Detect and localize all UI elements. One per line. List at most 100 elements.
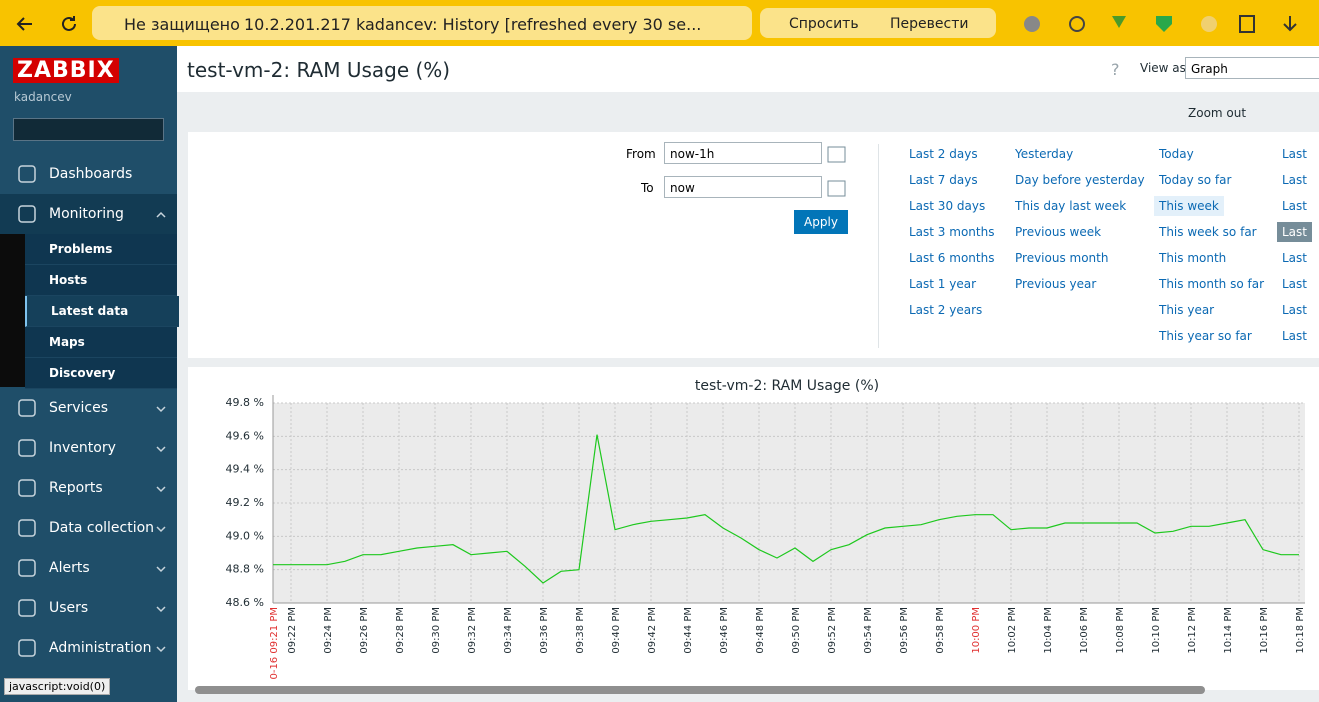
graph-panel: test-vm-2: RAM Usage (%) 48.6 % 48.8 % 49.… <box>188 367 1319 690</box>
time-range[interactable]: This month so far <box>1159 277 1265 291</box>
time-range[interactable]: This week so far <box>1159 225 1257 239</box>
x-tick-label: 10:08 PM <box>1115 607 1126 654</box>
x-tick-label: 09:52 PM <box>827 607 838 654</box>
y-tick-label: 49.6 % <box>226 429 264 442</box>
time-range[interactable]: Last 7 days <box>909 173 978 187</box>
time-range[interactable]: Previous month <box>1015 251 1109 265</box>
time-range[interactable]: Today so far <box>1159 173 1232 187</box>
chevron-shape <box>156 211 166 218</box>
from-input[interactable]: now-1h <box>664 142 822 164</box>
menu-label: Monitoring <box>49 206 124 222</box>
chevron-shape <box>156 406 166 413</box>
time-range[interactable]: This year so far <box>1159 329 1252 343</box>
chevron <box>156 646 166 653</box>
menu-label: Data collection <box>49 520 155 536</box>
time-range[interactable]: Last <box>1282 251 1307 265</box>
x-tick-label: 10:10 PM <box>1151 607 1162 654</box>
menu-label: Reports <box>49 480 103 496</box>
time-range[interactable]: Last 3 months <box>909 225 995 239</box>
submenu-item[interactable]: Problems <box>25 234 177 265</box>
address-bar[interactable] <box>92 6 752 40</box>
time-range[interactable]: Last <box>1282 147 1307 161</box>
y-tick-label: 49.2 % <box>226 496 264 509</box>
chart: test-vm-2: RAM Usage (%) 48.6 % 48.8 % 49.… <box>226 378 1305 680</box>
zoom-out[interactable]: Zoom out <box>1188 106 1247 120</box>
x-tick-label: 09:50 PM <box>791 607 802 654</box>
view-select[interactable]: Graph <box>1185 57 1319 79</box>
time-range[interactable]: Last 2 years <box>909 303 983 317</box>
menu-icon <box>18 599 36 617</box>
menu-item[interactable]: Reports <box>0 468 177 508</box>
time-range[interactable]: This day last week <box>1015 199 1127 213</box>
time-range[interactable]: Today <box>1159 147 1194 161</box>
menu-icon <box>18 479 36 497</box>
x-tick-label: 09:24 PM <box>323 607 334 654</box>
menu-item[interactable]: Services <box>0 388 177 428</box>
time-range[interactable]: Last 2 days <box>909 147 978 161</box>
menu-item[interactable]: Data collection <box>0 508 177 548</box>
menu-item[interactable]: Alerts <box>0 548 177 588</box>
time-range[interactable]: Previous week <box>1015 225 1102 239</box>
icon-shape <box>18 599 36 617</box>
time-range[interactable]: Last <box>1282 277 1307 291</box>
apply-button[interactable]: Apply <box>794 210 848 234</box>
translate-button[interactable]: Перевести <box>890 16 969 32</box>
chart-title: test-vm-2: RAM Usage (%) <box>695 378 879 394</box>
icon-shape <box>18 399 36 417</box>
time-range[interactable]: Yesterday <box>1015 147 1074 161</box>
submenu-item[interactable]: Discovery <box>25 358 177 389</box>
menu-item[interactable]: Dashboards <box>0 154 177 194</box>
icon-shape <box>18 519 36 537</box>
x-tick-label: 09:30 PM <box>431 607 442 654</box>
time-range[interactable]: Last <box>1282 173 1307 187</box>
chevron-shape <box>156 646 166 653</box>
to-input[interactable]: now <box>664 176 822 198</box>
calendar-icons[interactable] <box>827 144 847 200</box>
submenu-item[interactable]: Hosts <box>25 265 177 296</box>
menu-item[interactable]: Monitoring <box>0 194 177 234</box>
scrollbar[interactable] <box>195 686 1205 694</box>
header: test-vm-2: RAM Usage (%) ? View as Graph <box>177 46 1319 92</box>
reload-icon[interactable] <box>58 13 80 35</box>
menu-icon <box>18 439 36 457</box>
submenu-item[interactable]: Maps <box>25 327 177 358</box>
chevron <box>156 486 166 493</box>
divider <box>878 144 879 348</box>
x-tick-label: 09:46 PM <box>719 607 730 654</box>
menu-label: Alerts <box>49 560 90 576</box>
time-range[interactable]: This week <box>1154 196 1224 216</box>
y-tick-label: 49.4 % <box>226 463 264 476</box>
time-range[interactable]: Previous year <box>1015 277 1097 291</box>
time-range[interactable]: Last <box>1282 199 1307 213</box>
submenu-strip <box>0 234 25 387</box>
icon-shape <box>18 479 36 497</box>
help[interactable]: ? <box>1111 60 1120 79</box>
menu-icon <box>18 399 36 417</box>
submenu-item[interactable]: Latest data <box>25 296 179 327</box>
menu-label: Administration <box>49 640 152 656</box>
icon-shape <box>18 559 36 577</box>
menu-item[interactable]: Administration <box>0 628 177 668</box>
time-range[interactable]: Last 6 months <box>909 251 995 265</box>
time-range[interactable]: Last <box>1282 329 1307 343</box>
logo[interactable]: ZABBIX <box>13 58 119 83</box>
x-tick-label: 09:22 PM <box>287 607 298 654</box>
menu-label: Inventory <box>49 440 116 456</box>
time-range[interactable]: This year <box>1159 303 1215 317</box>
time-range[interactable]: Last 30 days <box>909 199 986 213</box>
filter-panel: From now-1h To now Apply Last 2 days Last… <box>188 132 1319 358</box>
search-box[interactable] <box>13 118 164 141</box>
time-range[interactable]: Day before yesterday <box>1015 173 1145 187</box>
time-range[interactable]: This month <box>1159 251 1227 265</box>
menu-item[interactable]: Users <box>0 588 177 628</box>
ask-button[interactable]: Спросить <box>789 16 859 32</box>
time-range[interactable]: Last 1 year <box>909 277 977 291</box>
time-range[interactable]: Last <box>1282 303 1307 317</box>
menu-label: Users <box>49 600 89 616</box>
x-tick-label: 09:32 PM <box>467 607 478 654</box>
back-icon[interactable] <box>14 14 36 34</box>
menu-item[interactable]: Inventory <box>0 428 177 468</box>
view-as-label: View as <box>1140 61 1186 75</box>
time-range[interactable]: Last <box>1277 222 1312 242</box>
